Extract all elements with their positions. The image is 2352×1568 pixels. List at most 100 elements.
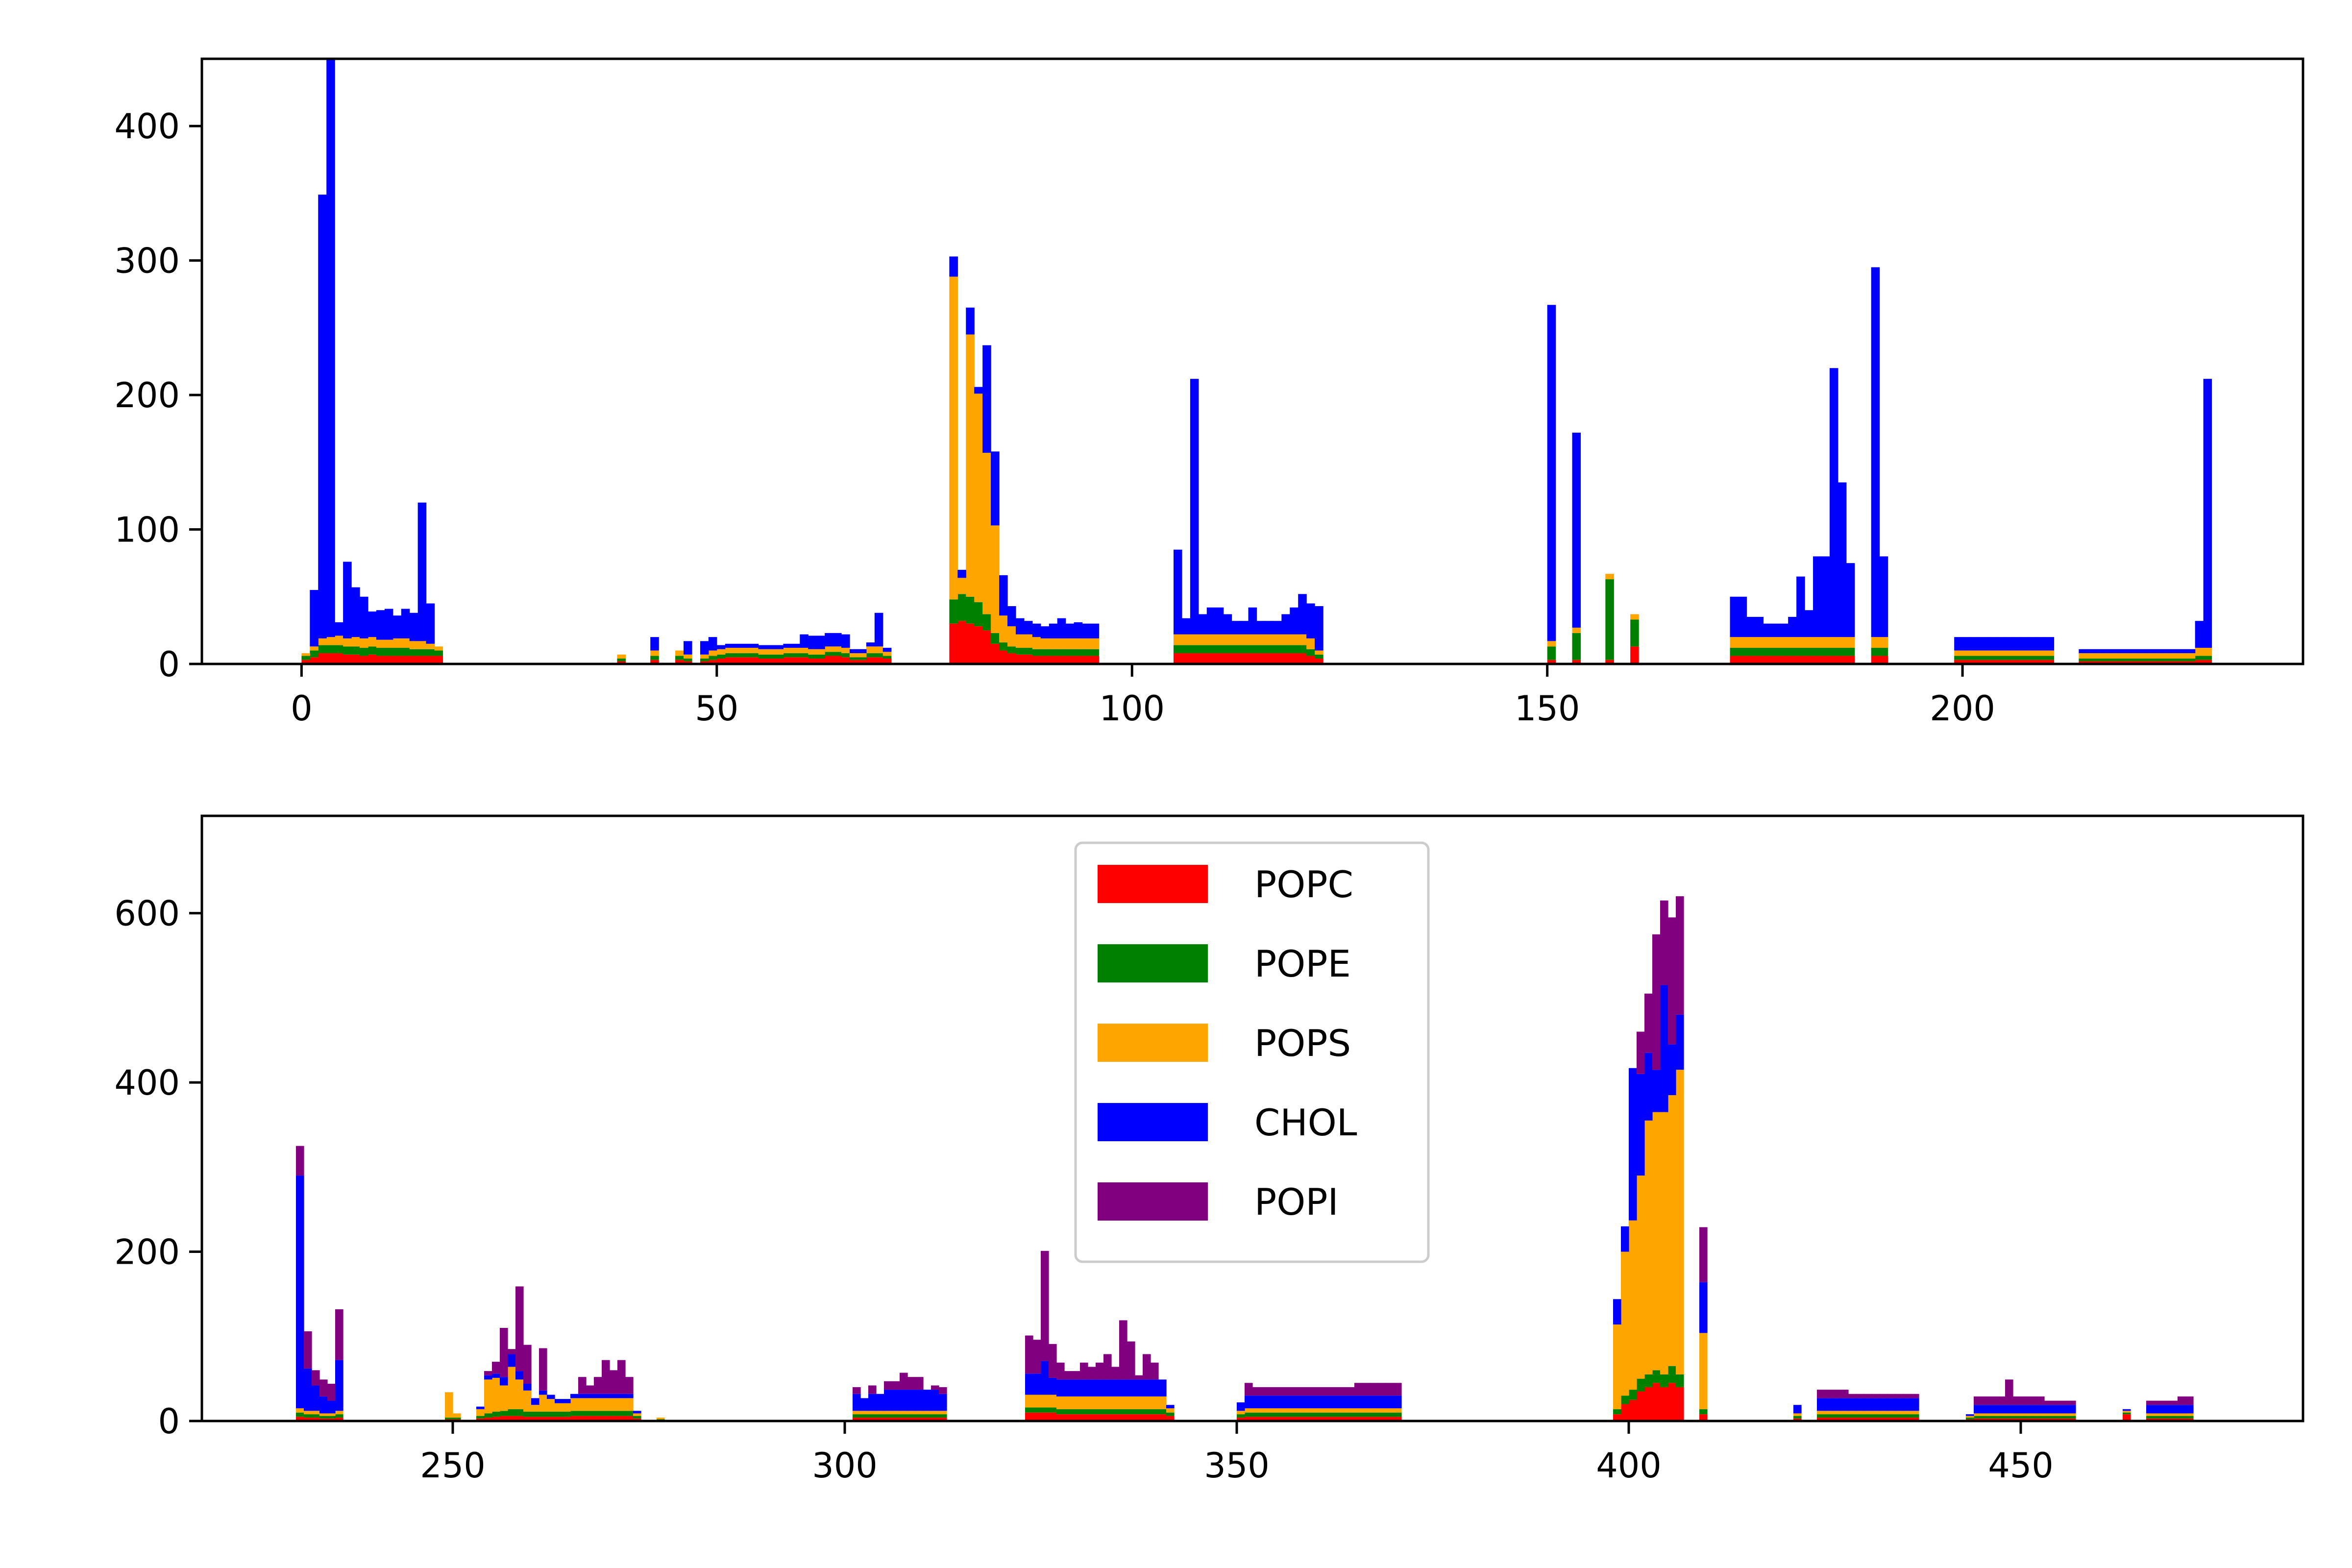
bar-pope-86: [1015, 648, 1025, 655]
bar-popc-14: [417, 656, 427, 664]
bar-popc-221: [2137, 661, 2146, 664]
bar-chol-233: [319, 1396, 328, 1414]
bar-chol-467: [2154, 1405, 2162, 1414]
bar-pops-331: [1088, 1396, 1096, 1409]
bar-popc-67: [858, 660, 867, 664]
bar-chol-215: [2087, 649, 2096, 654]
bar-chol-338: [1143, 1379, 1151, 1396]
bar-chol-333: [1103, 1379, 1112, 1396]
bar-pope-89: [1040, 649, 1050, 656]
bar-pope-424: [1817, 1414, 1825, 1418]
bar-chol-201: [1971, 637, 1980, 651]
bar-popi-355: [1276, 1387, 1284, 1396]
bar-pope-178: [1780, 648, 1788, 656]
bar-pope-38: [617, 659, 626, 662]
bar-pope-436: [1911, 1414, 1919, 1418]
bar-pops-185: [1838, 637, 1847, 648]
bar-pops-120: [1298, 634, 1307, 645]
bar-popi-404: [1660, 900, 1668, 985]
bar-pope-63: [825, 652, 833, 656]
bar-popc-452: [2036, 1418, 2045, 1421]
y-tick-label: 400: [114, 1063, 180, 1103]
bar-pope-360: [1315, 1412, 1323, 1417]
bar-pops-431: [1872, 1411, 1880, 1415]
bar-chol-431: [1872, 1398, 1880, 1411]
y-tick-label: 100: [114, 510, 180, 550]
bar-popc-333: [1103, 1414, 1112, 1421]
bar-popc-88: [1032, 656, 1041, 664]
bar-pope-466: [2146, 1416, 2155, 1419]
bar-popc-13: [409, 656, 418, 664]
bar-pope-0: [301, 656, 310, 660]
bar-pope-355: [1276, 1412, 1284, 1417]
bar-popc-258: [515, 1416, 524, 1421]
bar-popc-70: [882, 659, 892, 664]
bar-pops-150: [1547, 641, 1556, 647]
bar-pope-425: [1825, 1414, 1833, 1418]
bar-pops-351: [1245, 1408, 1253, 1413]
bar-popi-235: [335, 1309, 343, 1360]
bar-chol-70: [882, 648, 892, 652]
bar-popc-217: [2104, 661, 2112, 664]
bar-chol-406: [1676, 1014, 1684, 1070]
bar-pops-9: [376, 639, 385, 648]
bar-chol-10: [384, 609, 393, 640]
bar-chol-58: [783, 643, 792, 648]
bar-popc-324: [1033, 1412, 1041, 1421]
bar-pops-305: [884, 1411, 892, 1415]
bar-chol-83: [991, 451, 1000, 526]
bar-pops-232: [312, 1411, 320, 1415]
bar-pops-175: [1755, 637, 1764, 648]
bar-chol-113: [1240, 621, 1249, 635]
bar-pops-364: [1347, 1408, 1355, 1413]
bar-pops-253: [476, 1409, 485, 1416]
bar-pope-218: [2112, 659, 2121, 662]
bar-pops-7: [360, 638, 368, 648]
bar-pope-67: [858, 657, 867, 660]
bar-pope-334: [1111, 1409, 1120, 1415]
bar-pops-260: [531, 1405, 539, 1412]
bar-pops-65: [841, 648, 850, 654]
bar-pops-16: [434, 646, 443, 651]
bar-pops-92: [1065, 638, 1075, 649]
bar-pops-80: [966, 334, 975, 597]
bar-pops-85: [1007, 626, 1016, 647]
bar-pope-398: [1613, 1409, 1621, 1415]
bar-chol-329: [1072, 1379, 1080, 1396]
bar-chol-356: [1284, 1396, 1292, 1409]
bar-popc-173: [1738, 656, 1747, 664]
bar-pope-66: [849, 657, 858, 660]
bar-popc-260: [531, 1417, 539, 1421]
bar-chol-107: [1190, 379, 1199, 635]
bar-pops-182: [1813, 637, 1822, 648]
bar-pops-105: [1173, 634, 1182, 645]
bar-pops-93: [1074, 638, 1083, 649]
bar-pops-107: [1190, 634, 1199, 645]
legend-label-chol: CHOL: [1254, 1101, 1357, 1144]
bar-chol-359: [1307, 1396, 1316, 1409]
bar-popc-108: [1198, 653, 1207, 664]
bar-chol-214: [2079, 649, 2087, 654]
bar-pope-150: [1547, 646, 1556, 660]
bar-chol-307: [900, 1390, 908, 1411]
bar-pope-301: [853, 1414, 861, 1418]
bar-pops-113: [1240, 634, 1249, 645]
bar-popc-215: [2087, 661, 2096, 664]
bar-chol-434: [1895, 1398, 1904, 1411]
bar-pope-177: [1771, 648, 1780, 656]
bar-chol-445: [1982, 1405, 1990, 1414]
bar-chol-231: [304, 1368, 312, 1411]
bar-chol-455: [2060, 1405, 2068, 1414]
bar-pops-468: [2162, 1413, 2170, 1416]
bar-pops-361: [1323, 1408, 1331, 1413]
bar-chol-64: [833, 633, 842, 647]
bar-pope-174: [1746, 648, 1755, 656]
bar-popi-261: [539, 1348, 547, 1391]
bar-chol-225: [2170, 649, 2179, 654]
bar-chol-341: [1166, 1405, 1175, 1409]
bar-popc-4: [335, 653, 343, 664]
bar-chol-11: [392, 615, 402, 638]
bar-chol-3: [326, 59, 335, 637]
bar-pops-49: [708, 650, 717, 656]
bar-chol-52: [733, 643, 742, 648]
